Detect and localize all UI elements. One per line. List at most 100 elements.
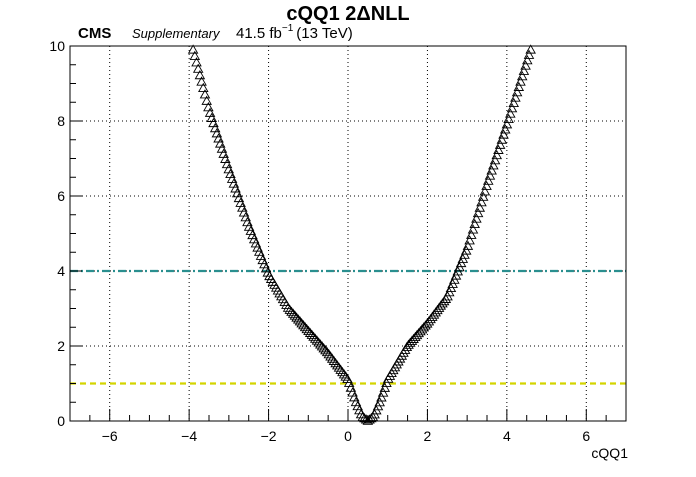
- data-point: [501, 119, 513, 129]
- data-point: [493, 144, 504, 154]
- data-point: [515, 76, 526, 86]
- data-point: [315, 339, 326, 349]
- data-point: [467, 224, 479, 234]
- data-point: [189, 50, 201, 60]
- data-point: [196, 76, 207, 86]
- data-point: [484, 170, 496, 180]
- data-point: [296, 318, 307, 328]
- data-point: [505, 108, 516, 118]
- data-point: [508, 97, 519, 107]
- x-tick-label: −6: [102, 428, 118, 444]
- data-points: [187, 44, 536, 425]
- data-point: [374, 396, 385, 407]
- y-tick-label: 8: [57, 113, 65, 129]
- data-point: [525, 44, 536, 54]
- data-point: [523, 49, 535, 59]
- data-point: [316, 341, 328, 351]
- y-tick-label: 0: [57, 413, 65, 429]
- data-point: [518, 65, 530, 75]
- data-point: [496, 134, 508, 144]
- lumi-value: 41.5 fb: [236, 25, 282, 42]
- data-point: [466, 229, 477, 239]
- data-point: [503, 113, 514, 123]
- chart-title: cQQ1 2ΔNLL: [286, 3, 409, 25]
- data-point: [511, 87, 523, 97]
- data-point: [476, 197, 487, 207]
- data-point: [321, 346, 333, 357]
- data-point: [299, 321, 311, 332]
- data-point: [303, 325, 314, 336]
- y-tick-label: 6: [57, 188, 65, 204]
- data-point: [481, 180, 492, 190]
- x-axis-label: cQQ1: [591, 445, 628, 461]
- energy-label: (13 TeV): [296, 25, 352, 42]
- data-point: [320, 345, 331, 355]
- data-point: [194, 69, 206, 80]
- data-point: [306, 329, 318, 339]
- data-point: [479, 186, 491, 196]
- data-point: [291, 312, 302, 322]
- data-point: [293, 314, 304, 324]
- data-point: [289, 310, 301, 320]
- data-point: [506, 103, 518, 113]
- data-point: [522, 55, 533, 65]
- data-point: [494, 139, 506, 149]
- data-point: [489, 154, 501, 165]
- axes: [69, 45, 627, 422]
- data-point: [462, 240, 474, 250]
- data-point: [510, 92, 521, 102]
- x-tick-label: 6: [582, 428, 590, 444]
- data-point: [301, 323, 313, 334]
- data-point: [472, 207, 484, 218]
- data-point: [191, 57, 202, 67]
- reference-lines: [70, 269, 626, 385]
- data-point: [198, 82, 209, 93]
- data-point: [201, 95, 212, 105]
- data-point: [486, 165, 497, 175]
- data-point: [199, 89, 211, 99]
- y-tick-label: 10: [49, 38, 65, 54]
- data-point: [488, 160, 499, 170]
- data-point: [498, 129, 509, 139]
- x-tick-label: 4: [503, 428, 511, 444]
- data-point: [318, 343, 330, 353]
- data-point: [294, 316, 306, 326]
- lumi-exponent: −1: [282, 23, 294, 34]
- data-point: [460, 245, 472, 255]
- data-point: [376, 392, 387, 402]
- data-point: [491, 149, 503, 160]
- data-point: [298, 320, 309, 330]
- data-point: [474, 202, 486, 212]
- data-point: [287, 308, 299, 318]
- data-point: [304, 327, 316, 337]
- data-point: [469, 218, 480, 229]
- data-point: [499, 124, 511, 134]
- data-point: [308, 331, 319, 341]
- data-point: [309, 333, 321, 343]
- y-tick-label: 2: [57, 338, 65, 354]
- data-point: [284, 304, 296, 314]
- data-point: [311, 335, 323, 345]
- data-point: [286, 306, 297, 316]
- data-point: [483, 175, 494, 185]
- data-point: [313, 337, 324, 347]
- tick-labels: −6 −4 −2 0 2 4 6 0 2 4 6 8 10: [49, 38, 590, 444]
- data-point: [364, 414, 375, 424]
- data-point: [377, 387, 389, 397]
- data-point: [520, 60, 531, 70]
- x-tick-label: −4: [181, 428, 197, 444]
- x-tick-label: −2: [261, 428, 277, 444]
- x-tick-label: 2: [424, 428, 432, 444]
- data-point: [471, 213, 482, 223]
- cms-label: CMS: [78, 25, 111, 42]
- data-point: [516, 71, 528, 81]
- data-point: [379, 382, 391, 392]
- supplementary-label: Supplementary: [132, 26, 221, 41]
- data-point: [477, 191, 489, 201]
- data-point: [187, 44, 199, 54]
- y-tick-label: 4: [57, 263, 65, 279]
- data-point: [464, 235, 475, 245]
- lumi-label: 41.5 fb−1 (13 TeV): [236, 23, 353, 42]
- x-tick-label: 0: [344, 428, 352, 444]
